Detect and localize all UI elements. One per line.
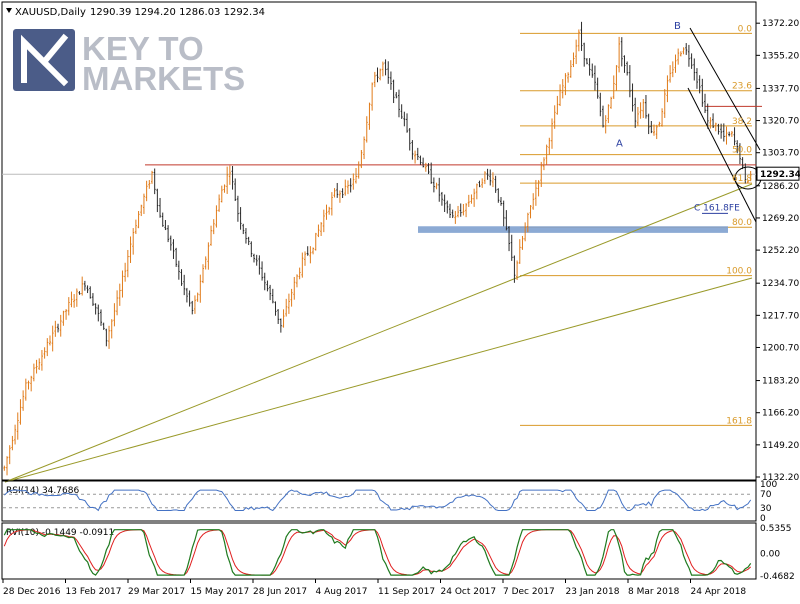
price-tick-label-5: 1286.20 [762, 182, 799, 192]
fib-label-2: 38.2 [732, 117, 752, 127]
symbol-label: XAUUSD,Daily [15, 7, 86, 18]
rsi-tick-label-3: 0 [760, 514, 766, 524]
rvi-tick-label-1: 0.00 [760, 550, 780, 560]
fib-label-1: 23.6 [732, 82, 752, 92]
rsi-line [3, 489, 752, 512]
rvi-tick-label-2: -0.4682 [760, 572, 795, 582]
price-tick-label-0: 1372.20 [762, 19, 799, 29]
time-tick-label-10: 8 Mar 2018 [628, 587, 680, 597]
fib-label-3: 50.0 [732, 146, 752, 156]
support-zone [418, 226, 728, 233]
rsi-tick-label-2: 30 [760, 504, 772, 514]
price-tick-label-6: 1269.20 [762, 214, 799, 224]
logo-line2: MARKETS [82, 60, 245, 97]
time-tick-label-8: 7 Dec 2017 [503, 587, 555, 597]
time-tick-label-9: 23 Jan 2018 [566, 587, 620, 597]
rsi-series [3, 489, 752, 512]
rvi-title: RVI(10) -0.1449 -0.0911 [6, 528, 114, 538]
time-axis: 28 Dec 2016 13 Feb 2017 29 Mar 2017 15 May … [2, 579, 747, 597]
price-tick-label-14: 1132.20 [762, 473, 799, 483]
time-tick-label-2: 29 Mar 2017 [128, 587, 185, 597]
time-tick-label-4: 28 Jun 2017 [253, 587, 307, 597]
fib-label-5: 80.0 [732, 218, 752, 228]
rsi-title: RSI(14) 34.7686 [6, 486, 79, 496]
price-tick-label-3: 1320.70 [762, 117, 799, 127]
fib-label-4: 61.8 [732, 174, 752, 184]
price-tick-label-7: 1252.20 [762, 246, 799, 256]
time-tick-label-0: 28 Dec 2016 [3, 587, 61, 597]
rsi-tick-label-1: 70 [760, 490, 772, 500]
rvi-axis: 0.5355 0.00 -0.4682 [760, 524, 795, 582]
time-tick-label-7: 24 Oct 2017 [441, 587, 497, 597]
logo-line1: KEY TO [82, 30, 204, 67]
price-tick-label-12: 1166.20 [762, 409, 799, 419]
rsi-panel-frame [1, 480, 757, 522]
price-tick-label-1: 1355.20 [762, 51, 799, 61]
key-to-markets-logo: KEY TO MARKETS [13, 29, 245, 97]
wave-label-c: C 161.8FE [694, 203, 740, 213]
fibonacci-labels: 0.0 23.6 38.2 50.0 61.8 80.0 100.0 161.8 [726, 24, 752, 426]
chart-overlays [2, 27, 762, 483]
fib-label-0: 0.0 [738, 24, 753, 34]
trendline-upper [4, 183, 753, 483]
price-tick-label-13: 1149.20 [762, 441, 799, 451]
time-tick-label-5: 4 Aug 2017 [316, 587, 368, 597]
rvi-main-line [3, 529, 752, 576]
rvi-panel-frame [1, 522, 757, 580]
price-axis: 1372.20 1355.20 1337.70 1320.70 1303.70 1286.… [756, 19, 800, 483]
price-tick-label-8: 1234.70 [762, 279, 799, 289]
price-tick-label-11: 1183.20 [762, 377, 799, 387]
rvi-panel: RVI(10) -0.1449 -0.0911 0.5355 0.00 -0.468… [1, 522, 795, 582]
logo-k-icon [21, 33, 69, 87]
trendline-lower [4, 277, 753, 483]
ohlc-readout: 1290.39 1294.20 1286.03 1292.34 [90, 7, 265, 18]
candles [3, 21, 752, 476]
time-tick-label-1: 13 Feb 2017 [66, 587, 122, 597]
time-tick-label-11: 24 Apr 2018 [691, 587, 747, 597]
time-tick-label-6: 11 Sep 2017 [378, 587, 435, 597]
dropdown-arrow-icon[interactable] [6, 8, 12, 13]
rvi-tick-label-0: 0.5355 [760, 524, 792, 534]
price-tick-label-9: 1217.70 [762, 311, 799, 321]
main-panel: XAUUSD,Daily 1290.39 1294.20 1286.03 129… [1, 1, 800, 483]
fib-label-7: 161.8 [726, 416, 752, 426]
channel-upper [689, 27, 761, 151]
wave-label-b: B [674, 21, 681, 32]
channel-lower [687, 87, 757, 223]
price-tick-label-10: 1200.70 [762, 343, 799, 353]
current-price-box [756, 166, 800, 181]
wave-label-a: A [616, 138, 623, 149]
main-panel-frame [1, 1, 757, 481]
rsi-tick-label-0: 100 [760, 480, 777, 490]
price-tick-label-2: 1337.70 [762, 84, 799, 94]
time-tick-label-3: 15 May 2017 [191, 587, 250, 597]
price-tick-label-4: 1303.70 [762, 149, 799, 159]
current-price-label: 1292.34 [760, 170, 800, 180]
rvi-series [3, 529, 752, 576]
fib-label-6: 100.0 [726, 267, 752, 277]
